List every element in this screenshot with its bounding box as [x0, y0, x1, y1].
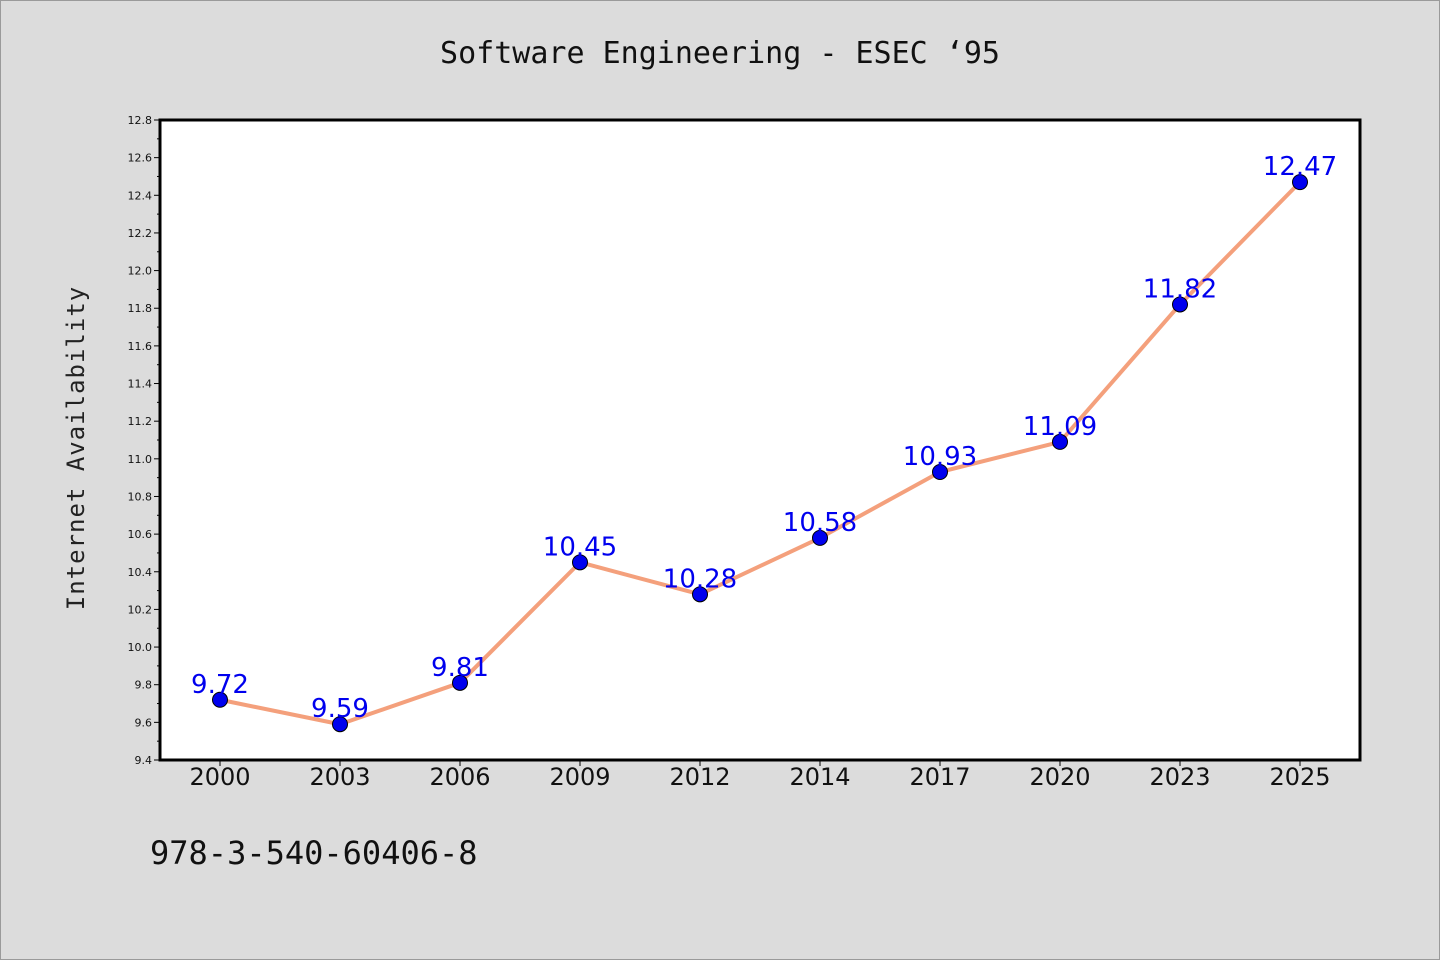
plot-border — [158, 118, 1362, 762]
y-tick-label: 11.4 — [128, 378, 153, 391]
data-point — [332, 716, 348, 733]
data-label: 9.59 — [311, 694, 369, 724]
y-tick-label: 12.2 — [128, 227, 153, 240]
y-tick-label: 10.2 — [128, 603, 153, 616]
data-label: 10.93 — [903, 442, 977, 472]
data-label: 11.82 — [1143, 274, 1217, 304]
data-point — [1172, 296, 1188, 313]
y-tick-label: 11.2 — [128, 415, 153, 428]
series-markers — [212, 174, 1308, 733]
y-tick-label: 10.8 — [128, 490, 153, 503]
x-tick-label: 2000 — [189, 763, 250, 791]
y-tick-label: 10.4 — [128, 566, 153, 579]
x-tick-label: 2025 — [1269, 763, 1330, 791]
y-tick-label: 12.4 — [128, 189, 153, 202]
y-tick-label: 12.8 — [128, 114, 153, 127]
data-label: 9.81 — [431, 653, 489, 683]
data-label: 11.09 — [1023, 412, 1097, 442]
data-point — [572, 554, 588, 571]
data-point — [692, 586, 708, 603]
x-axis: 2000 2003 2006 2009 2012 2014 2017 2020 2023 2025 — [189, 760, 1331, 791]
y-tick-label: 10.0 — [128, 641, 153, 654]
y-tick-label: 12.6 — [128, 152, 153, 165]
data-label: 9.72 — [191, 670, 249, 700]
y-tick-label: 11.8 — [128, 302, 153, 315]
y-tick-label: 9.6 — [135, 716, 153, 729]
x-tick-label: 2009 — [549, 763, 610, 791]
footnote-isbn: 978-3-540-60406-8 — [150, 834, 478, 872]
y-tick-label: 11.6 — [128, 340, 153, 353]
chart-title: Software Engineering - ESEC ‘95 — [440, 36, 1000, 71]
x-tick-label: 2023 — [1149, 763, 1210, 791]
data-point — [212, 691, 228, 708]
data-point — [1292, 174, 1308, 191]
y-tick-label: 11.0 — [128, 453, 153, 466]
x-tick-label: 2017 — [909, 763, 970, 791]
data-point — [452, 674, 468, 691]
y-tick-label: 12.0 — [128, 265, 153, 278]
plot-area — [160, 120, 1360, 760]
x-tick-label: 2020 — [1029, 763, 1090, 791]
x-tick-label: 2006 — [429, 763, 490, 791]
y-tick-label: 10.6 — [128, 528, 153, 541]
x-tick-label: 2014 — [789, 763, 850, 791]
data-label: 10.58 — [783, 508, 857, 538]
y-tick-label: 9.4 — [135, 754, 153, 767]
x-tick-label: 2003 — [309, 763, 370, 791]
data-point — [1052, 433, 1068, 450]
data-labels: 9.72 9.59 9.81 10.45 10.28 10.58 10.93 11.09 11.… — [191, 152, 1337, 724]
data-label: 12.47 — [1263, 152, 1337, 182]
data-label: 10.45 — [543, 532, 617, 562]
x-tick-label: 2012 — [669, 763, 730, 791]
series-line — [219, 180, 1302, 727]
data-label: 10.28 — [663, 564, 737, 594]
data-point — [932, 464, 948, 480]
y-tick-label: 9.8 — [135, 679, 153, 692]
data-point — [812, 529, 828, 546]
y-axis: 9.4 9.6 9.8 10.0 10.2 10.4 10.6 10.8 11.0 11.2 11.… — [128, 114, 160, 767]
